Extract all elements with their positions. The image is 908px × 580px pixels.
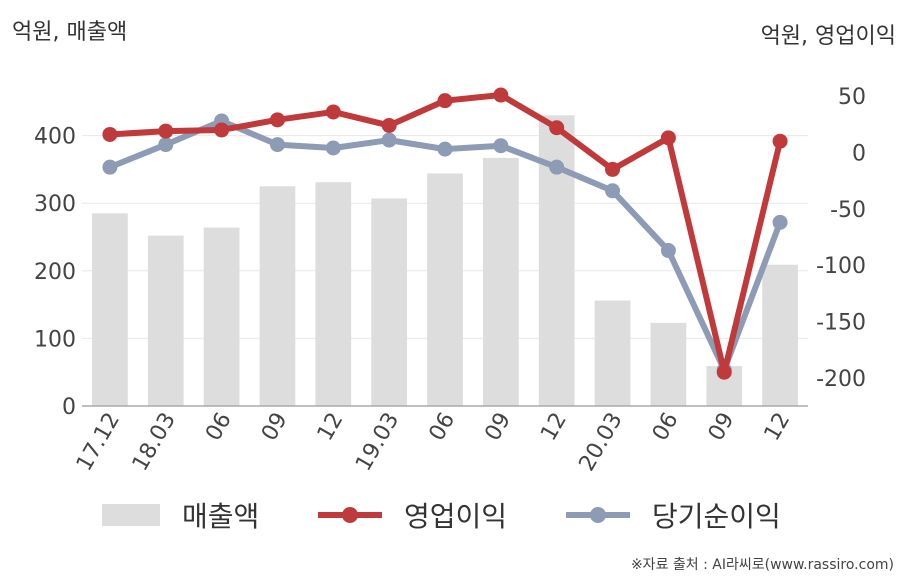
operating-profit-point — [549, 120, 565, 136]
net-income-point — [381, 132, 397, 148]
x-tick-label: 06 — [648, 409, 684, 446]
legend: 매출액 영업이익 당기순이익 — [0, 490, 908, 540]
net-income-point — [102, 159, 118, 175]
left-tick-label: 100 — [34, 327, 76, 352]
revenue-bar — [203, 227, 240, 406]
operating-profit-point — [660, 130, 676, 146]
net-income-point — [493, 138, 509, 154]
revenue-bar — [427, 173, 463, 406]
operating-profit-point — [102, 126, 118, 142]
x-tick-label: 09 — [257, 409, 293, 446]
left-tick-label: 0 — [62, 395, 76, 420]
revenue-bar — [482, 157, 519, 406]
x-tick-label: 09 — [704, 409, 740, 446]
x-tick-label: 17.12 — [72, 409, 125, 476]
net-income-point — [437, 141, 453, 157]
revenue-bar — [92, 213, 128, 406]
revenue-bar — [371, 198, 408, 406]
net-income-point — [605, 183, 621, 199]
operating-profit-swatch — [318, 504, 382, 526]
right-tick-label: 0 — [852, 142, 866, 167]
revenue-bar — [315, 182, 352, 406]
legend-label-net-income: 당기순이익 — [652, 500, 781, 533]
source-note: ※자료 출처 : AI라씨로(www.rassiro.com) — [630, 557, 894, 573]
revenue-bar — [650, 322, 687, 406]
right-tick-label: -150 — [816, 311, 866, 336]
x-tick-label: 12 — [313, 409, 349, 446]
profit-lines — [102, 87, 788, 380]
net-income-point — [772, 214, 788, 230]
operating-profit-point — [158, 123, 174, 139]
x-tick-label: 06 — [201, 409, 237, 446]
net-income-swatch — [566, 504, 630, 526]
revenue-bar — [147, 235, 184, 406]
revenue-bars — [92, 115, 798, 406]
operating-profit-point — [772, 133, 788, 149]
net-income-point — [269, 137, 285, 153]
right-tick-label: -50 — [830, 198, 866, 223]
x-axis-ticks: 17.12 18.03 06 09 12 19.03 06 09 12 20.03 06 09 12 — [72, 409, 795, 476]
operating-profit-point — [325, 104, 341, 120]
operating-profit-point — [214, 122, 230, 138]
net-income-point — [325, 140, 341, 156]
legend-item-operating-profit: 영업이익 — [318, 490, 507, 540]
x-tick-label: 20.03 — [575, 409, 628, 476]
net-income-point — [660, 243, 676, 259]
revenue-bar — [594, 300, 631, 406]
net-income-point — [549, 159, 565, 175]
operating-profit-point — [716, 364, 732, 380]
x-tick-label: 09 — [480, 409, 516, 446]
operating-profit-point — [605, 161, 621, 177]
operating-profit-point — [381, 117, 397, 133]
legend-item-revenue: 매출액 — [102, 490, 259, 540]
left-axis-ticks: 0 100 200 300 400 — [34, 125, 76, 420]
revenue-swatch — [102, 504, 160, 526]
x-tick-label: 19.03 — [351, 409, 404, 476]
x-tick-label: 12 — [760, 409, 796, 446]
right-axis-ticks: 50 0 -50 -100 -150 -200 — [816, 85, 866, 392]
legend-label-operating-profit: 영업이익 — [404, 500, 508, 533]
net-income-point — [158, 137, 174, 153]
revenue-bar — [762, 264, 798, 406]
revenue-bar — [259, 186, 296, 406]
left-axis-title: 억원, 매출액 — [12, 20, 128, 45]
revenue-bar — [538, 115, 575, 406]
left-tick-label: 400 — [34, 125, 76, 150]
operating-profit-point — [437, 93, 453, 109]
operating-profit-point — [493, 87, 509, 103]
legend-item-net-income: 당기순이익 — [566, 490, 781, 540]
operating-profit-point — [269, 112, 285, 128]
left-tick-label: 200 — [34, 260, 76, 285]
right-axis-title: 억원, 영업이익 — [760, 24, 896, 49]
legend-label-revenue: 매출액 — [182, 500, 260, 533]
x-tick-label: 06 — [425, 409, 461, 446]
left-tick-label: 300 — [34, 192, 76, 217]
right-tick-label: 50 — [838, 85, 866, 110]
right-tick-label: -100 — [816, 254, 866, 279]
right-tick-label: -200 — [816, 367, 866, 392]
x-tick-label: 12 — [536, 409, 572, 446]
x-tick-label: 18.03 — [128, 409, 181, 476]
